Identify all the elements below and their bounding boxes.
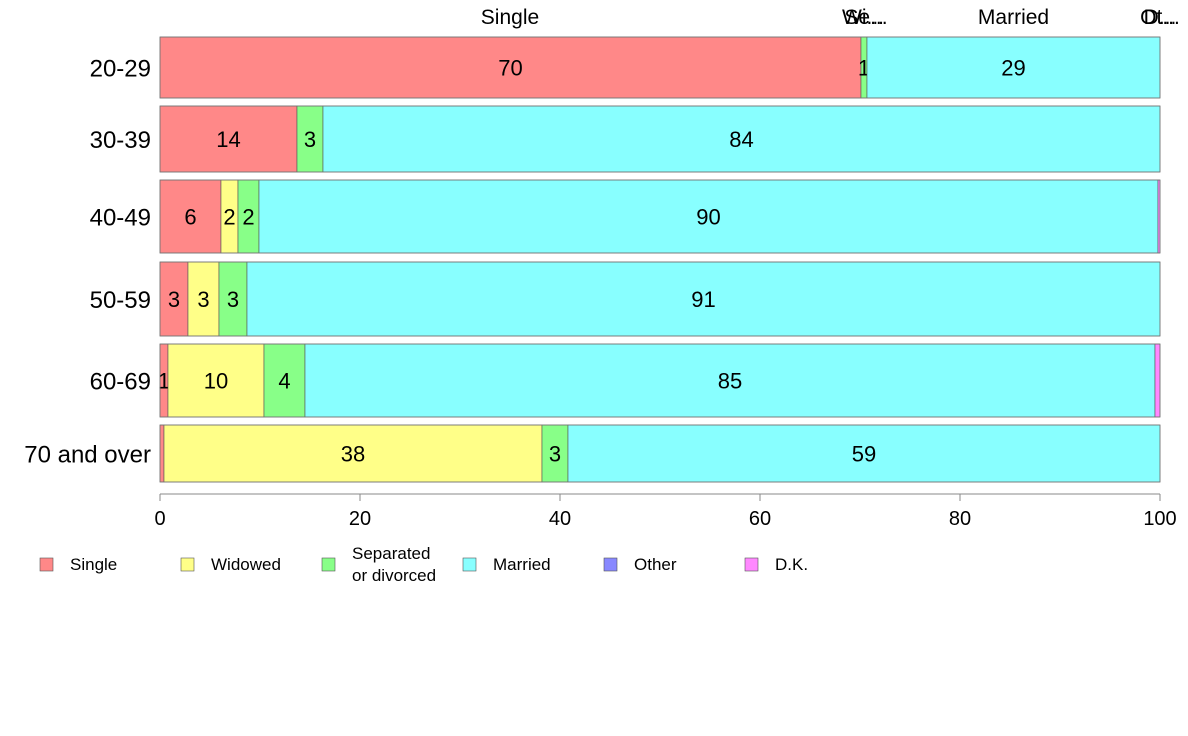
category-label: 60-69 [90,369,151,396]
bar-value-label: 14 [216,127,240,152]
legend-swatch [321,557,336,572]
bar-segment [541,424,569,483]
bar-segment [304,343,1156,418]
bar-value-label: 70 [498,56,522,81]
bar-segment [167,343,265,418]
x-tick-label: 60 [749,508,771,530]
bar-segment [159,179,222,254]
legend-swatch [603,557,618,572]
bar-segment [163,424,543,483]
bar-value-label: 84 [729,127,753,152]
bar-value-label: 3 [304,127,316,152]
bar-segment [159,424,165,483]
bar-value-label: 10 [204,369,228,394]
category-label: 70 and over [24,442,151,469]
legend-label: Married [493,555,551,574]
bar-outline [159,343,1161,418]
top-series-label: Single [481,6,539,29]
category-label: 40-49 [90,205,151,232]
bar-value-label: 2 [242,205,254,230]
x-tick-label: 100 [1143,508,1176,530]
bar-segment [263,343,306,418]
bar-value-label: 1 [158,369,170,394]
x-tick-label: 80 [949,508,971,530]
bar-value-label: 91 [691,287,715,312]
legend-label: Single [70,555,117,574]
bar-value-label: 3 [227,287,239,312]
bar-value-label: 38 [341,442,365,467]
bar-value-label: 4 [278,369,290,394]
top-series-label: D... [1144,6,1177,29]
bar-segment [567,424,1161,483]
legend-swatch [462,557,477,572]
legend-label: Other [634,555,677,574]
bar-segment [159,261,189,337]
legend-label: or divorced [352,566,436,585]
category-label: 20-29 [90,56,151,83]
legend-swatch [744,557,759,572]
bar-segment [1154,343,1161,418]
legend-swatch [39,557,54,572]
bar-segment [322,105,1161,173]
legend-swatch [180,557,195,572]
top-series-label: Married [978,6,1049,29]
bar-value-label: 29 [1001,56,1025,81]
bar-segment [159,36,862,99]
bar-outline [159,36,1161,99]
bar-segment [258,179,1159,254]
x-tick-label: 20 [349,508,371,530]
bar-outline [159,261,1161,337]
bar-value-label: 85 [718,369,742,394]
legend-label: Widowed [211,555,281,574]
x-tick-label: 40 [549,508,571,530]
bar-value-label: 59 [852,442,876,467]
bar-value-label: 2 [223,205,235,230]
top-series-label: Ot... [1140,6,1180,29]
bar-outline [159,179,1161,254]
legend-label: D.K. [775,555,808,574]
bar-outline [159,105,1161,173]
bar-value-label: 3 [197,287,209,312]
bar-outline [159,424,1161,483]
bar-value-label: 6 [184,205,196,230]
bar-segment [187,261,220,337]
legend-label: Separated [352,544,430,563]
bar-segment [218,261,248,337]
bar-value-label: 3 [549,442,561,467]
category-label: 30-39 [90,127,151,154]
category-label: 50-59 [90,287,151,314]
bar-value-label: 90 [696,205,720,230]
top-series-label: Wi... [842,6,884,29]
x-tick-label: 0 [154,508,165,530]
top-series-label: Se... [844,6,887,29]
bar-segment [246,261,1161,337]
bar-value-label: 3 [168,287,180,312]
